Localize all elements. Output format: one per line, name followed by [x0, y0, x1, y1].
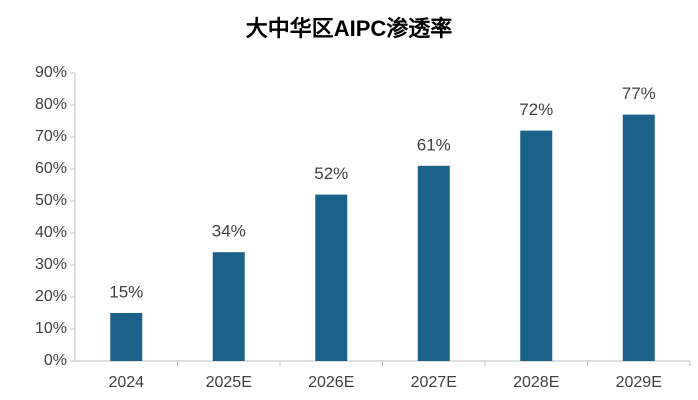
y-tick-label: 10%	[35, 320, 67, 337]
bar	[520, 130, 553, 361]
bar	[110, 313, 143, 361]
y-tick-label: 60%	[35, 160, 67, 177]
y-tick-label: 40%	[35, 224, 67, 241]
y-tick-label: 30%	[35, 256, 67, 273]
value-label: 61%	[417, 135, 451, 154]
y-tick-label: 20%	[35, 288, 67, 305]
x-tick-label: 2029E	[616, 374, 662, 391]
value-label: 15%	[109, 282, 143, 301]
x-tick-label: 2024	[108, 374, 144, 391]
bar	[212, 252, 245, 361]
value-label: 52%	[314, 164, 348, 183]
x-tick-label: 2025E	[206, 374, 252, 391]
bar	[315, 194, 348, 361]
bar	[417, 165, 450, 361]
y-tick-label: 0%	[44, 352, 67, 369]
value-label: 72%	[519, 100, 553, 119]
value-label: 77%	[622, 84, 656, 103]
y-tick-label: 70%	[35, 128, 67, 145]
x-tick-label: 2028E	[513, 374, 559, 391]
bar	[622, 114, 655, 361]
y-tick-label: 90%	[35, 64, 67, 81]
chart-title: 大中华区AIPC渗透率	[246, 16, 453, 41]
y-tick-label: 50%	[35, 192, 67, 209]
x-tick-label: 2027E	[411, 374, 457, 391]
x-tick-label: 2026E	[308, 374, 354, 391]
y-tick-label: 80%	[35, 96, 67, 113]
value-label: 34%	[212, 222, 246, 241]
